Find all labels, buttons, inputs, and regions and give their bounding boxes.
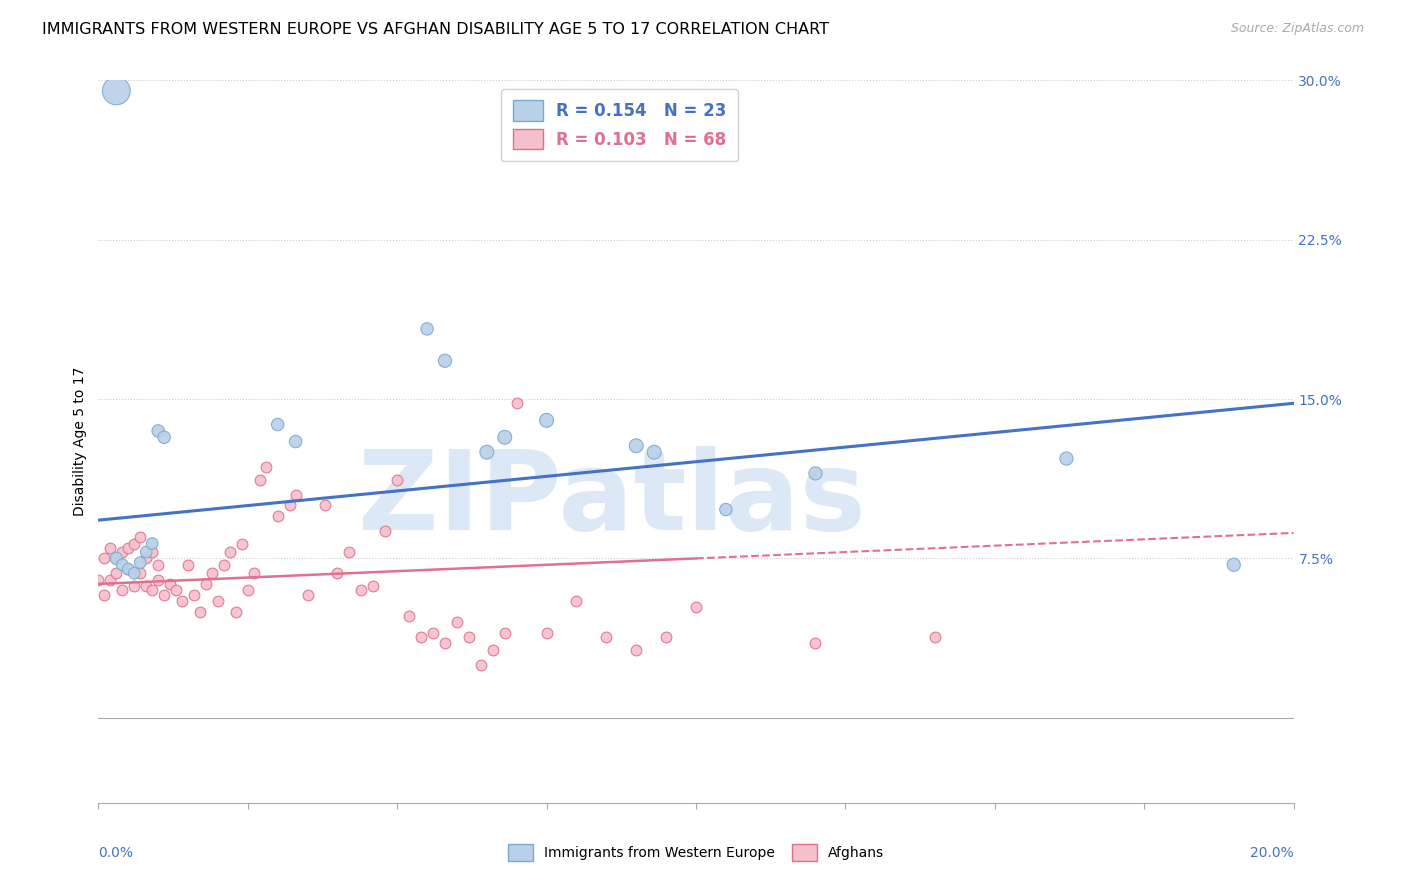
Point (153, 588, 176, 602)
Text: IMMIGRANTS FROM WESTERN EUROPE VS AFGHAN DISABILITY AGE 5 TO 17 CORRELATION CHAR: IMMIGRANTS FROM WESTERN EUROPE VS AFGHAN… (42, 22, 830, 37)
Point (326, 566, 349, 581)
Point (475, 445, 498, 459)
Point (135, 579, 157, 593)
Point (626, 439, 648, 453)
Point (159, 577, 181, 591)
Point (315, 498, 337, 512)
Point (363, 579, 385, 593)
Point (536, 625, 558, 640)
Point (482, 642, 505, 657)
Point (411, 630, 433, 644)
Point (129, 530, 152, 544)
Point (284, 488, 307, 502)
Point (236, 583, 259, 598)
Point (416, 322, 439, 336)
Point (267, 508, 290, 523)
Point (105, 551, 128, 566)
Point (595, 630, 617, 644)
Point (117, 541, 139, 555)
Point (398, 608, 420, 623)
Point (195, 577, 218, 591)
Point (124, 579, 146, 593)
Point (129, 556, 152, 570)
Point (804, 636, 827, 650)
Point (135, 545, 157, 559)
Point (207, 594, 229, 608)
Point (141, 583, 163, 598)
Point (105, 551, 128, 566)
Point (105, 566, 128, 581)
Point (98, 573, 122, 587)
Point (422, 625, 444, 640)
Point (148, 424, 170, 438)
Point (458, 630, 481, 644)
Point (494, 430, 516, 444)
Point (434, 353, 457, 368)
Point (374, 524, 396, 538)
Point (924, 630, 946, 644)
Point (655, 630, 678, 644)
Point (1056, 451, 1078, 466)
Text: ZIPatlas: ZIPatlas (359, 446, 866, 553)
Point (685, 600, 707, 615)
Point (105, 84, 128, 98)
Point (141, 545, 163, 559)
Point (1223, 558, 1246, 572)
Point (153, 430, 176, 444)
Y-axis label: Disability Age 5 to 17: Disability Age 5 to 17 (73, 367, 87, 516)
Point (212, 558, 235, 572)
Text: Source: ZipAtlas.com: Source: ZipAtlas.com (1230, 22, 1364, 36)
Point (148, 573, 170, 587)
Point (243, 566, 266, 581)
Text: 0.0%: 0.0% (98, 847, 134, 860)
Point (98, 541, 122, 555)
Point (297, 588, 319, 602)
Point (626, 642, 648, 657)
Point (278, 498, 301, 512)
Point (129, 566, 152, 581)
Point (714, 502, 737, 516)
Point (148, 558, 170, 572)
Point (117, 562, 139, 576)
Point (111, 545, 134, 559)
Point (339, 545, 361, 559)
Point (385, 473, 409, 487)
Point (201, 566, 224, 581)
Point (188, 605, 211, 619)
Point (231, 536, 253, 550)
Point (117, 562, 139, 576)
Point (494, 625, 516, 640)
Point (249, 473, 271, 487)
Point (124, 566, 146, 581)
Point (177, 558, 200, 572)
Point (267, 417, 290, 432)
Legend: Immigrants from Western Europe, Afghans: Immigrants from Western Europe, Afghans (501, 838, 891, 868)
Point (111, 583, 134, 598)
Point (219, 545, 242, 559)
Point (350, 583, 373, 598)
Point (183, 588, 205, 602)
Text: 20.0%: 20.0% (1250, 847, 1294, 860)
Point (225, 605, 247, 619)
Point (124, 536, 146, 550)
Point (93, 551, 115, 566)
Point (254, 460, 277, 475)
Point (284, 434, 307, 449)
Point (141, 536, 163, 550)
Point (135, 551, 157, 566)
Point (470, 657, 492, 672)
Point (111, 558, 134, 572)
Point (643, 445, 665, 459)
Point (93, 588, 115, 602)
Point (87, 573, 110, 587)
Point (446, 615, 468, 630)
Point (536, 413, 558, 427)
Point (434, 636, 457, 650)
Point (506, 396, 529, 410)
Point (804, 467, 827, 481)
Point (565, 594, 588, 608)
Point (172, 594, 194, 608)
Point (165, 583, 187, 598)
